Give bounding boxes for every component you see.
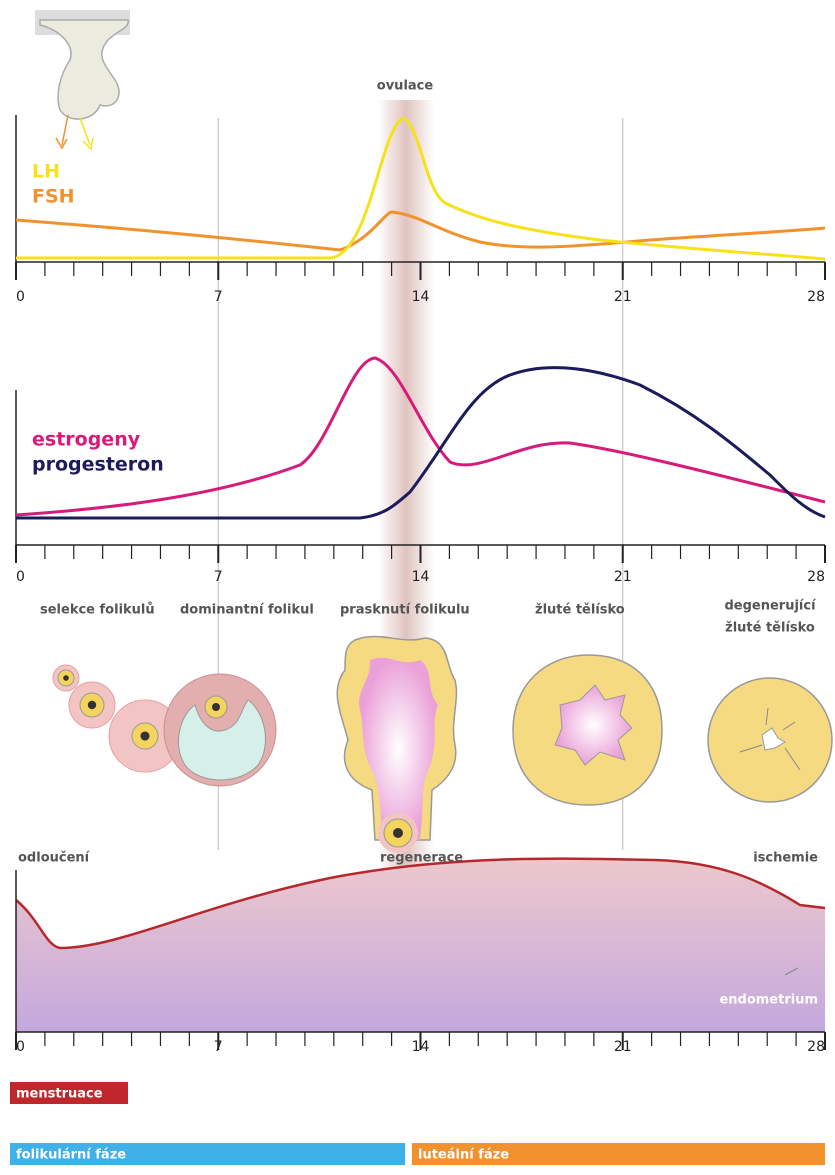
tick-label: 0 bbox=[16, 289, 25, 305]
tick-label: 0 bbox=[16, 1039, 25, 1055]
endometrium-stage-label: odloučení bbox=[18, 851, 91, 866]
tick-label: 28 bbox=[807, 569, 825, 585]
follicle-stage-label: žluté tělísko bbox=[725, 621, 815, 636]
phase-label: folikulární fáze bbox=[16, 1148, 126, 1163]
tick-label: 21 bbox=[614, 569, 632, 585]
nucleus bbox=[140, 731, 149, 740]
tick-label: 7 bbox=[214, 1039, 223, 1055]
tick-label: 14 bbox=[412, 569, 430, 585]
phase-label: menstruace bbox=[16, 1087, 103, 1102]
nucleus bbox=[393, 828, 403, 838]
nucleus bbox=[63, 675, 69, 681]
tick-label: 28 bbox=[807, 289, 825, 305]
tick-label: 14 bbox=[412, 1039, 430, 1055]
tick-label: 0 bbox=[16, 569, 25, 585]
legend-lh: LH bbox=[32, 161, 60, 183]
endometrium-stage-label: regenerace bbox=[380, 851, 463, 866]
follicle-stage-label: prasknutí folikulu bbox=[340, 603, 470, 618]
ovulation-label: ovulace bbox=[377, 79, 434, 94]
legend-fsh: FSH bbox=[32, 186, 75, 208]
follicle-stage-label: selekce folikulů bbox=[40, 603, 155, 618]
follicle-stage-label: dominantní folikul bbox=[180, 603, 314, 618]
endometrium-area bbox=[16, 859, 825, 1032]
endometrium-stage-label: ischemie bbox=[753, 851, 818, 866]
tick-label: 14 bbox=[412, 289, 430, 305]
endometrium-label: endometrium bbox=[719, 993, 818, 1008]
tick-label: 7 bbox=[214, 289, 223, 305]
legend-progesterone: progesteron bbox=[32, 454, 164, 476]
nucleus bbox=[212, 703, 220, 711]
nucleus bbox=[88, 701, 96, 709]
legend-estrogen: estrogeny bbox=[32, 429, 141, 451]
phase-label: luteální fáze bbox=[418, 1148, 509, 1163]
tick-label: 7 bbox=[214, 569, 223, 585]
arrow-lh bbox=[80, 118, 93, 149]
tick-label: 28 bbox=[807, 1039, 825, 1055]
arrow-fsh bbox=[56, 115, 68, 148]
follicle-stage-label: žluté tělísko bbox=[535, 603, 625, 618]
tick-label: 21 bbox=[614, 1039, 632, 1055]
follicle-stage-label: degenerující bbox=[724, 599, 817, 614]
tick-label: 21 bbox=[614, 289, 632, 305]
diagram: ovulace 0 7 14 21 28 0 7 14 21 28 0 7 14 21 28 LH FSH estr… bbox=[0, 0, 835, 1171]
